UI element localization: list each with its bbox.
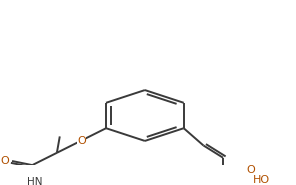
- Text: O: O: [247, 165, 255, 175]
- Text: O: O: [77, 136, 86, 146]
- Text: HN: HN: [28, 176, 43, 185]
- Text: HO: HO: [253, 175, 270, 185]
- Text: O: O: [0, 156, 9, 166]
